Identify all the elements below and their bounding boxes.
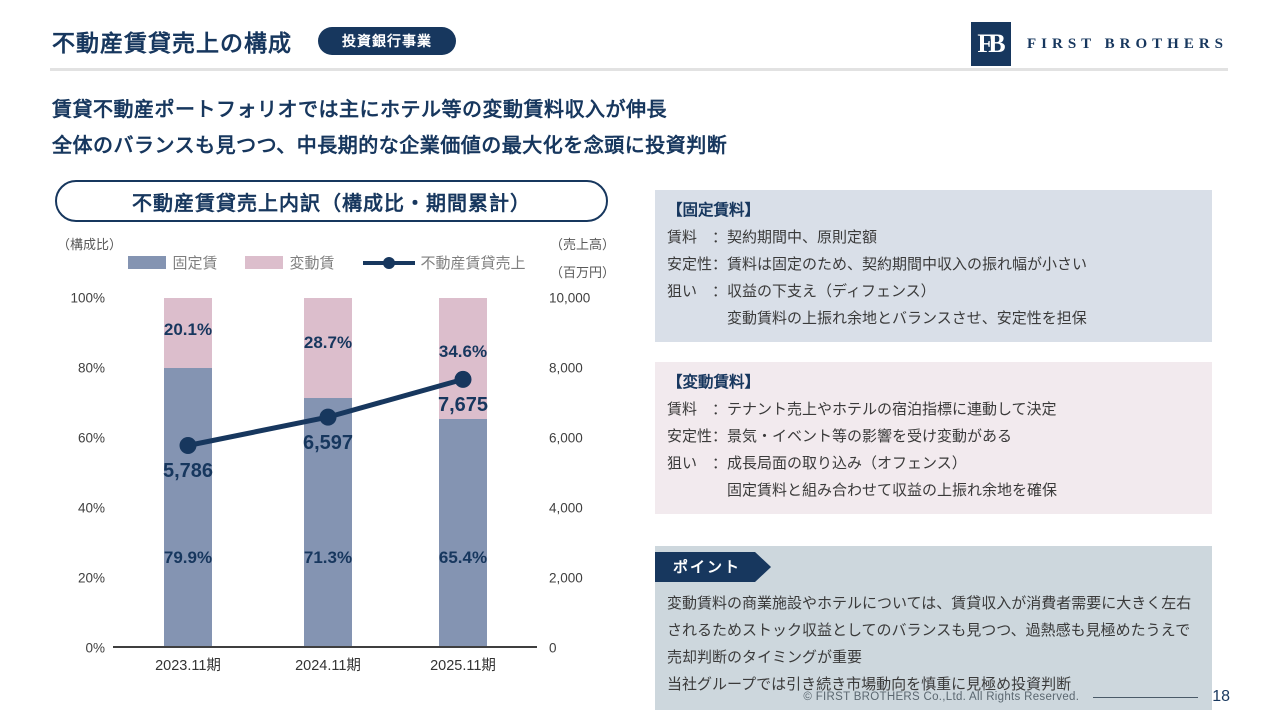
x-category-label: 2024.11期 — [295, 658, 361, 674]
x-axis-labels: 2023.11期 2024.11期 2025.11期 — [113, 654, 537, 674]
segment-badge: 投資銀行事業 — [318, 27, 456, 55]
company-logo: FB FIRST BROTHERS — [970, 22, 1228, 66]
legend-item-line: 不動産賃貸売上 — [362, 252, 526, 273]
point-box: ポイント 変動賃料の商業施設やホテルについては、賃貸収入が消費者需要に大きく左右… — [655, 546, 1212, 710]
fixed-rent-box: 【固定賃料】 賃料 ：契約期間中、原則定額 安定性：賃料は固定のため、契約期間中… — [655, 190, 1212, 342]
legend-label: 不動産賃貸売上 — [420, 255, 526, 272]
x-category-label: 2025.11期 — [430, 658, 496, 674]
bar-segment-fixed — [304, 398, 352, 648]
variable-rent-body: 賃料 ：テナント売上やホテルの宿泊指標に連動して決定 安定性：景気・イベント等の… — [667, 401, 1058, 499]
legend-line-swatch — [362, 256, 415, 270]
fixed-rent-body: 賃料 ：契約期間中、原則定額 安定性：賃料は固定のため、契約期間中収入の振れ幅が… — [667, 229, 1088, 327]
left-tick: 0% — [85, 640, 105, 656]
right-tick: 8,000 — [549, 360, 583, 376]
page-number: 18 — [1212, 688, 1230, 705]
x-axis-line — [113, 646, 537, 648]
legend-swatch — [128, 256, 167, 269]
revenue-point — [319, 408, 337, 426]
header-divider — [50, 68, 1228, 71]
left-axis-unit: （構成比） — [57, 237, 123, 252]
footer-divider — [1093, 696, 1199, 698]
legend-item-bar: 固定賃 — [128, 252, 217, 273]
header: 不動産賃貸売上の構成 投資銀行事業 — [52, 24, 456, 58]
left-tick: 20% — [77, 570, 105, 586]
fb-monogram-icon: FB — [970, 22, 1011, 66]
point-pennant: ポイント — [655, 552, 771, 582]
chart-panel: 不動産賃貸売上内訳（構成比・期間累計） （構成比） （売上高） （百万円） 固定… — [55, 180, 615, 685]
fixed-rent-title: 【固定賃料】 — [667, 202, 761, 219]
footer: © FIRST BROTHERS Co.,Ltd. All Rights Res… — [803, 688, 1230, 706]
left-tick: 40% — [77, 500, 105, 516]
bar-segment-variable — [439, 298, 487, 420]
brand-name: FIRST BROTHERS — [1026, 35, 1228, 52]
variable-pct-label: 34.6% — [438, 342, 488, 362]
chart-plot: 20.1% 79.9% 28.7% 71.3% 34.6% 65.4% 5,786 6,597… — [113, 298, 537, 648]
revenue-point — [454, 370, 472, 388]
right-tick: 2,000 — [549, 570, 583, 586]
legend-swatch — [245, 256, 284, 269]
revenue-point — [179, 436, 197, 454]
fixed-pct-label: 71.3% — [303, 548, 353, 568]
page-title: 不動産賃貸売上の構成 — [52, 30, 292, 56]
key-message: 賃貸不動産ポートフォリオでは主にホテル等の変動賃料収入が伸長 全体のバランスも見… — [52, 92, 727, 164]
bar-segment-fixed — [439, 419, 487, 648]
variable-pct-label: 20.1% — [163, 319, 213, 339]
left-tick: 60% — [77, 430, 105, 446]
point-body: 変動賃料の商業施設やホテルについては、賃貸収入が消費者需要に大きく左右されるため… — [667, 595, 1192, 693]
legend-label: 変動賃 — [289, 255, 335, 272]
legend-label: 固定賃 — [172, 255, 218, 272]
fixed-pct-label: 79.9% — [163, 548, 213, 568]
chart-title-text: 不動産賃貸売上内訳（構成比・期間累計） — [132, 192, 531, 215]
bar-segment-variable — [304, 298, 352, 399]
variable-rent-title: 【変動賃料】 — [667, 374, 761, 391]
chart-title: 不動産賃貸売上内訳（構成比・期間累計） — [55, 180, 608, 222]
x-category-label: 2023.11期 — [155, 658, 221, 674]
right-axis-unit-2: （百万円） — [549, 265, 615, 280]
info-panel: 【固定賃料】 賃料 ：契約期間中、原則定額 安定性：賃料は固定のため、契約期間中… — [655, 190, 1212, 710]
left-tick: 80% — [77, 360, 105, 376]
variable-pct-label: 28.7% — [303, 333, 353, 353]
right-tick: 0 — [549, 640, 557, 656]
revenue-value-label: 6,597 — [302, 432, 354, 455]
right-tick: 6,000 — [549, 430, 583, 446]
fixed-pct-label: 65.4% — [438, 548, 488, 568]
right-axis-unit-1: （売上高） — [549, 237, 615, 252]
bar-segment-variable — [164, 298, 212, 369]
copyright-text: © FIRST BROTHERS Co.,Ltd. All Rights Res… — [803, 691, 1080, 703]
bar-segment-fixed — [164, 368, 212, 648]
right-axis-ticks: 10,000 8,000 6,000 4,000 2,000 0 — [549, 291, 615, 656]
revenue-value-label: 5,786 — [162, 460, 214, 483]
legend-line-dot — [382, 256, 395, 269]
key-message-line2: 全体のバランスも見つつ、中長期的な企業価値の最大化を念頭に投資判断 — [52, 135, 728, 157]
variable-rent-box: 【変動賃料】 賃料 ：テナント売上やホテルの宿泊指標に連動して決定 安定性：景気… — [655, 362, 1212, 514]
chart-legend: 固定賃 変動賃 不動産賃貸売上 — [115, 252, 539, 273]
right-tick: 10,000 — [549, 290, 591, 306]
revenue-value-label: 7,675 — [437, 394, 489, 417]
legend-item-bar: 変動賃 — [245, 252, 335, 273]
revenue-line — [179, 370, 472, 454]
left-axis-ticks: 100% 80% 60% 40% 20% 0% — [55, 291, 105, 656]
right-tick: 4,000 — [549, 500, 583, 516]
key-message-line1: 賃貸不動産ポートフォリオでは主にホテル等の変動賃料収入が伸長 — [52, 99, 667, 121]
left-tick: 100% — [70, 290, 105, 306]
